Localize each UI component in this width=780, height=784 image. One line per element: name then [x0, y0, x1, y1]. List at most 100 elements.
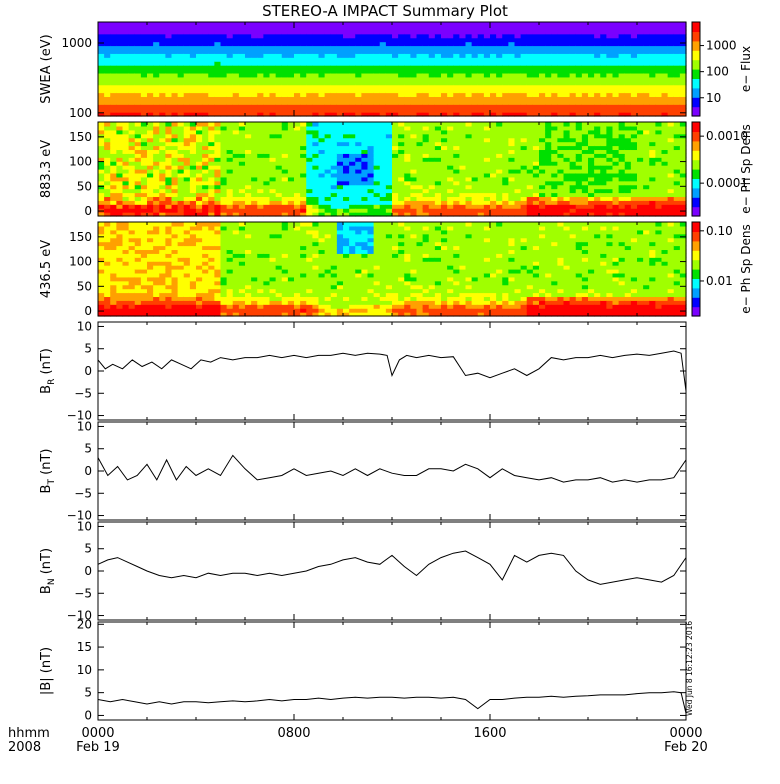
heatmap-cell-pad883: [392, 196, 399, 201]
heatmap-cell-pad883: [110, 169, 117, 174]
heatmap-cell-pad883: [196, 146, 203, 151]
heatmap-cell-pad883: [496, 208, 503, 213]
heatmap-cell-swea: [135, 81, 142, 86]
heatmap-cell-swea: [423, 65, 430, 70]
heatmap-cell-swea: [355, 81, 362, 86]
heatmap-cell-swea: [147, 85, 154, 90]
heatmap-cell-pad883: [515, 169, 522, 174]
heatmap-cell-pad883: [337, 208, 344, 213]
heatmap-cell-swea: [447, 85, 454, 90]
heatmap-cell-pad883: [459, 146, 466, 151]
heatmap-cell-pad883: [147, 208, 154, 213]
heatmap-cell-pad883: [116, 208, 123, 213]
heatmap-cell-pad883: [637, 200, 644, 205]
heatmap-cell-swea: [404, 81, 411, 86]
heatmap-cell-swea: [637, 61, 644, 66]
heatmap-cell-pad883: [619, 130, 626, 135]
heatmap-cell-swea: [429, 65, 436, 70]
heatmap-cell-swea: [319, 73, 326, 78]
heatmap-cell-pad436: [129, 273, 136, 278]
heatmap-cell-swea: [165, 65, 172, 70]
heatmap-cell-pad883: [588, 200, 595, 205]
colorbar-label-pad883: e− Ph Sp Dens: [739, 124, 753, 213]
heatmap-cell-pad883: [141, 189, 148, 194]
heatmap-cell-swea: [594, 73, 601, 78]
heatmap-cell-swea: [613, 81, 620, 86]
heatmap-cell-swea: [190, 57, 197, 62]
heatmap-cell-swea: [441, 108, 448, 113]
heatmap-cell-pad883: [655, 138, 662, 143]
heatmap-cell-pad883: [551, 196, 558, 201]
heatmap-cell-swea: [349, 22, 356, 27]
heatmap-cell-swea: [147, 100, 154, 105]
heatmap-cell-pad883: [594, 181, 601, 186]
heatmap-cell-swea: [662, 42, 669, 47]
heatmap-cell-pad883: [515, 130, 522, 135]
heatmap-cell-swea: [557, 85, 564, 90]
heatmap-cell-swea: [319, 61, 326, 66]
heatmap-cell-swea: [135, 100, 142, 105]
heatmap-cell-pad883: [190, 161, 197, 166]
y-axis-label-pad883: 883.3 eV: [39, 140, 54, 198]
heatmap-cell-pad436: [116, 246, 123, 251]
heatmap-cell-pad883: [178, 169, 185, 174]
heatmap-cell-swea: [319, 81, 326, 86]
heatmap-cell-swea: [221, 93, 228, 98]
heatmap-cell-pad436: [135, 261, 142, 266]
heatmap-cell-pad883: [294, 146, 301, 151]
heatmap-cell-swea: [337, 46, 344, 51]
heatmap-cell-pad883: [655, 165, 662, 170]
heatmap-cell-swea: [441, 65, 448, 70]
heatmap-cell-pad883: [288, 149, 295, 154]
heatmap-cell-pad436: [123, 242, 130, 247]
heatmap-cell-pad883: [172, 130, 179, 135]
heatmap-cell-swea: [116, 22, 123, 27]
heatmap-cell-pad436: [141, 304, 148, 309]
heatmap-cell-swea: [263, 69, 270, 74]
heatmap-cell-pad883: [631, 165, 638, 170]
heatmap-cell-pad883: [662, 169, 669, 174]
heatmap-cell-swea: [312, 53, 319, 58]
heatmap-cell-swea: [135, 49, 142, 54]
heatmap-cell-pad883: [190, 208, 197, 213]
heatmap-cell-pad883: [466, 138, 473, 143]
heatmap-cell-swea: [490, 26, 497, 31]
heatmap-cell-pad883: [306, 169, 313, 174]
heatmap-cell-swea: [655, 30, 662, 35]
heatmap-cell-pad883: [129, 200, 136, 205]
heatmap-cell-swea: [135, 42, 142, 47]
heatmap-cell-swea: [570, 65, 577, 70]
heatmap-cell-pad883: [600, 185, 607, 190]
heatmap-cell-pad883: [557, 138, 564, 143]
heatmap-cell-swea: [392, 77, 399, 82]
heatmap-cell-pad883: [502, 146, 509, 151]
heatmap-cell-pad883: [374, 153, 381, 158]
heatmap-cell-pad883: [508, 138, 515, 143]
heatmap-cell-swea: [245, 57, 252, 62]
heatmap-cell-pad883: [521, 193, 528, 198]
heatmap-cell-pad883: [441, 185, 448, 190]
heatmap-cell-pad883: [588, 138, 595, 143]
heatmap-cell-pad883: [276, 181, 283, 186]
heatmap-cell-pad436: [116, 289, 123, 294]
heatmap-cell-swea: [441, 73, 448, 78]
heatmap-cell-swea: [190, 108, 197, 113]
heatmap-cell-swea: [613, 30, 620, 35]
heatmap-cell-swea: [129, 49, 136, 54]
heatmap-cell-pad883: [441, 189, 448, 194]
heatmap-cell-pad883: [288, 200, 295, 205]
heatmap-cell-swea: [441, 53, 448, 58]
heatmap-cell-swea: [98, 57, 105, 62]
heatmap-cell-pad883: [110, 173, 117, 178]
heatmap-cell-pad883: [196, 189, 203, 194]
heatmap-cell-swea: [306, 73, 313, 78]
heatmap-cell-pad883: [380, 196, 387, 201]
heatmap-cell-pad883: [159, 161, 166, 166]
heatmap-cell-pad883: [147, 134, 154, 139]
heatmap-cell-swea: [649, 46, 656, 51]
heatmap-cell-swea: [196, 81, 203, 86]
heatmap-cell-swea: [331, 104, 338, 109]
heatmap-cell-swea: [466, 93, 473, 98]
heatmap-cell-swea: [527, 30, 534, 35]
heatmap-cell-swea: [398, 108, 405, 113]
